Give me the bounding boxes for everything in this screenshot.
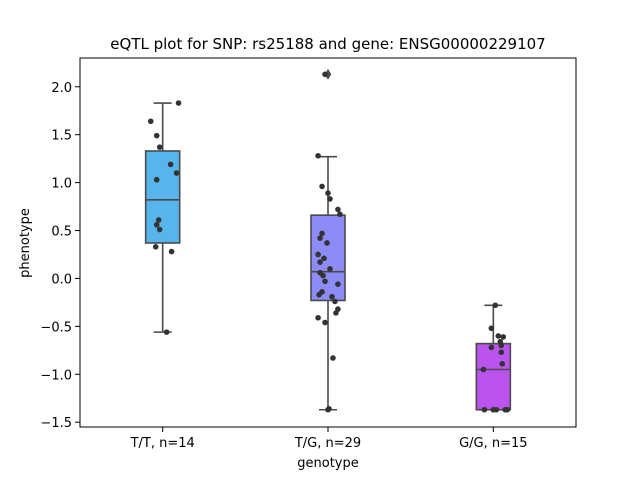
- data-point: [173, 170, 180, 176]
- data-point: [329, 293, 335, 300]
- chart-title: eQTL plot for SNP: rs25188 and gene: ENS…: [110, 35, 545, 53]
- y-tick-label: 0.5: [51, 225, 72, 240]
- data-point: [152, 244, 159, 250]
- data-point: [481, 406, 488, 413]
- data-point: [498, 349, 505, 356]
- data-point: [153, 132, 160, 139]
- y-tick-label: 1.0: [51, 177, 72, 192]
- data-point: [504, 406, 511, 413]
- data-point: [315, 251, 321, 258]
- y-tick-label: −1.0: [40, 368, 72, 383]
- data-point: [322, 278, 328, 285]
- data-point: [480, 366, 487, 373]
- x-axis: T/T, n=14 T/G, n=29 G/G, n=15: [130, 427, 528, 451]
- data-point: [337, 211, 343, 218]
- data-point: [316, 291, 322, 298]
- data-point: [492, 302, 499, 309]
- data-point: [322, 71, 328, 78]
- data-point: [327, 266, 333, 272]
- x-tick-label: T/G, n=29: [294, 436, 361, 451]
- data-point: [324, 240, 330, 246]
- data-point: [317, 259, 323, 265]
- data-point: [488, 344, 495, 351]
- y-tick-label: 1.5: [51, 129, 72, 144]
- data-point: [330, 355, 336, 361]
- x-tick-label: T/T, n=14: [130, 436, 195, 451]
- box: [475, 342, 512, 411]
- data-point: [488, 325, 495, 332]
- data-point: [147, 118, 154, 125]
- box: [144, 150, 181, 244]
- data-point: [156, 226, 163, 233]
- data-point: [498, 342, 505, 349]
- y-tick-label: 0.0: [51, 272, 72, 287]
- data-point: [335, 206, 341, 213]
- data-point: [153, 221, 160, 228]
- data-point: [175, 100, 182, 106]
- data-point: [322, 319, 328, 326]
- data-point: [315, 314, 321, 321]
- y-axis-title: phenotype: [18, 208, 33, 278]
- box-group: [144, 102, 181, 333]
- data-point: [163, 329, 170, 335]
- data-point: [335, 306, 341, 312]
- data-point: [317, 269, 323, 276]
- plot-content: [144, 68, 512, 413]
- data-point: [168, 248, 175, 255]
- data-point: [317, 235, 323, 241]
- data-point: [495, 333, 502, 339]
- data-point: [153, 176, 160, 183]
- x-axis-title: genotype: [297, 456, 358, 471]
- data-point: [499, 360, 506, 367]
- y-tick-label: 2.0: [51, 81, 72, 96]
- x-tick-label: G/G, n=15: [459, 436, 527, 451]
- data-point: [325, 190, 331, 196]
- y-axis: −1.5 −1.0 −0.5 0.0 0.5 1.0 1.5 2.0: [40, 81, 80, 431]
- data-point: [319, 183, 325, 190]
- data-point: [315, 152, 321, 159]
- data-point: [327, 196, 333, 202]
- data-point: [321, 255, 327, 262]
- box: [310, 214, 346, 302]
- data-point: [500, 334, 507, 340]
- y-tick-label: −1.5: [40, 416, 72, 431]
- data-point: [325, 406, 331, 413]
- data-point: [493, 406, 500, 413]
- data-point: [332, 298, 338, 305]
- y-tick-label: −0.5: [40, 320, 72, 335]
- data-point: [167, 161, 174, 168]
- box-group: [475, 304, 512, 411]
- data-point: [335, 281, 341, 287]
- data-point: [156, 144, 163, 150]
- data-point: [155, 217, 162, 223]
- data-point: [319, 230, 325, 237]
- box-group: [310, 68, 346, 411]
